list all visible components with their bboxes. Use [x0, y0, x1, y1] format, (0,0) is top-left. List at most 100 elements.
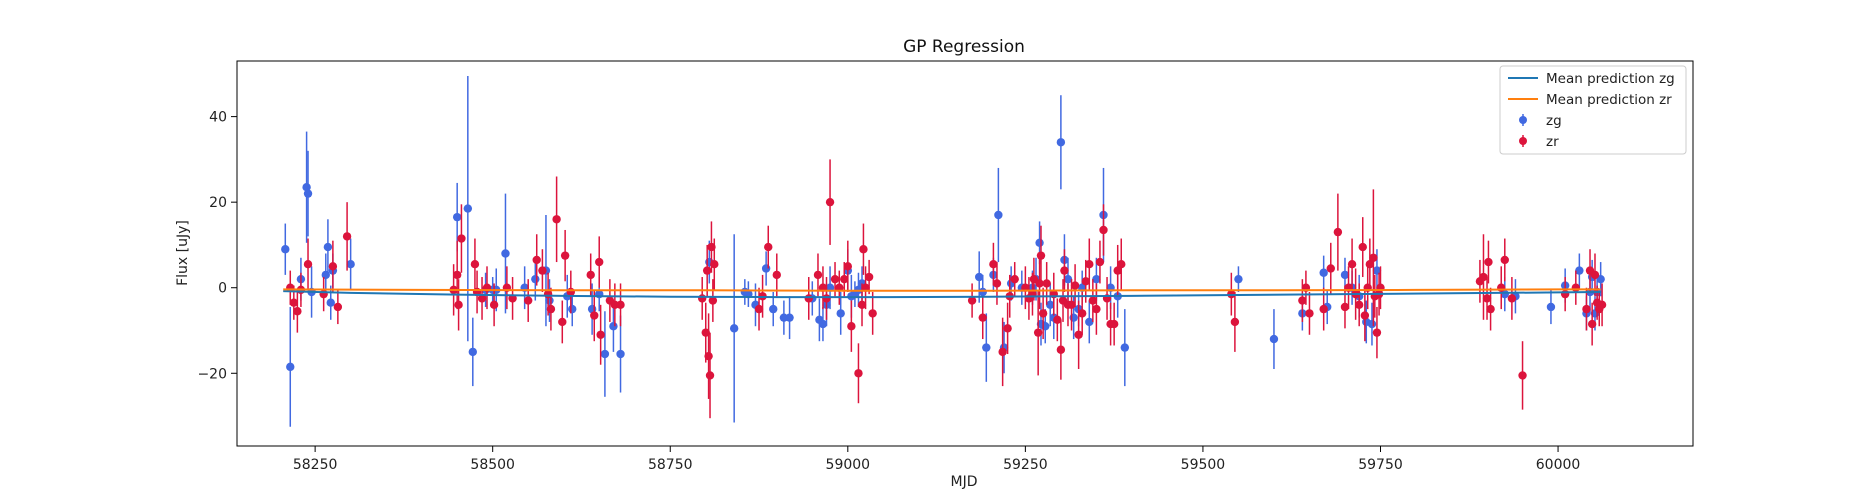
data-point-zr — [854, 369, 863, 378]
data-point-zr — [1036, 251, 1046, 260]
data-point-zr — [1497, 283, 1506, 292]
data-point-zg — [1367, 319, 1377, 329]
x-axis-label: MJD — [951, 474, 978, 490]
legend: Mean prediction zg Mean prediction zr zg… — [1499, 65, 1687, 155]
x-tick-label: 59000 — [826, 457, 871, 473]
data-point-zg — [281, 245, 290, 254]
data-point-zg — [836, 309, 845, 318]
data-point-zg — [501, 249, 510, 258]
data-point-zr — [342, 232, 352, 241]
data-point-zg — [321, 270, 330, 280]
data-point-zr — [702, 266, 712, 275]
data-point-zr — [1060, 266, 1069, 275]
data-point-zr — [1088, 296, 1098, 305]
data-point-zg — [1575, 266, 1584, 275]
data-point-zr — [1003, 324, 1012, 333]
data-point-zg — [975, 272, 984, 282]
data-point-zr — [705, 371, 715, 380]
data-point-zr — [1582, 304, 1591, 314]
data-point-zr — [857, 300, 867, 310]
data-point-zr — [989, 259, 998, 269]
data-point-zr — [998, 347, 1007, 357]
data-point-zr — [825, 197, 835, 207]
data-point-zg — [1056, 138, 1066, 147]
data-point-zg — [600, 349, 610, 359]
y-axis: −20 0 20 40 — [197, 110, 237, 382]
data-point-zr — [289, 298, 299, 307]
data-point-zr — [1053, 315, 1062, 325]
x-tick-label: 59750 — [1358, 457, 1403, 473]
data-point-zr — [1109, 319, 1119, 329]
data-point-zg — [1269, 334, 1279, 344]
data-point-zg — [1120, 343, 1130, 352]
x-tick-label: 59500 — [1181, 457, 1226, 473]
data-point-zr — [508, 294, 517, 303]
data-point-zr — [1095, 257, 1105, 267]
data-point-zr — [546, 304, 556, 314]
data-point-zr — [847, 322, 856, 331]
data-point-zr — [586, 270, 595, 280]
data-point-zr — [1372, 328, 1382, 337]
data-point-zr — [978, 313, 987, 322]
data-point-zr — [1340, 302, 1350, 312]
legend-label-mean-zg: Mean prediction zg — [1546, 71, 1675, 87]
data-point-zr — [1070, 281, 1080, 290]
y-tick-label: 0 — [218, 281, 227, 297]
data-point-zr — [967, 296, 977, 305]
data-point-zr — [864, 272, 874, 282]
data-point-zr — [457, 234, 466, 243]
data-point-zg — [1340, 270, 1350, 280]
mean-prediction-zg-line — [283, 290, 1601, 299]
data-point-zr — [328, 262, 338, 271]
data-point-zr — [454, 300, 463, 310]
data-point-zr — [532, 255, 541, 265]
data-point-zr — [1365, 259, 1375, 269]
data-point-zr — [704, 351, 713, 361]
data-point-zg — [303, 189, 313, 198]
chart-title: GP Regression — [903, 37, 1025, 57]
data-point-zg — [1041, 322, 1050, 331]
data-point-zr — [1518, 371, 1527, 380]
data-point-zg — [978, 287, 987, 297]
legend-label-zr: zr — [1546, 134, 1559, 150]
data-point-zr — [1081, 277, 1090, 286]
data-point-zr — [1484, 257, 1493, 267]
data-point-zr — [303, 259, 313, 269]
data-point-zg — [1069, 313, 1078, 322]
data-point-zr — [560, 251, 570, 260]
legend-marker-zg — [1519, 116, 1527, 124]
mean-prediction-zr-line — [283, 288, 1601, 292]
legend-label-mean-zr: Mean prediction zr — [1546, 92, 1672, 108]
data-point-zr — [1326, 264, 1335, 273]
data-point-zr — [1113, 266, 1122, 275]
data-point-zg — [1092, 274, 1101, 284]
data-point-zr — [1347, 259, 1357, 269]
y-tick-label: 20 — [209, 195, 227, 211]
data-point-zr — [840, 274, 849, 284]
data-point-zg — [1035, 238, 1044, 248]
data-point-zr — [1360, 311, 1370, 320]
data-point-zr — [1354, 300, 1364, 310]
data-point-zr — [590, 311, 599, 320]
data-point-zr — [710, 259, 719, 269]
data-point-zr — [1305, 309, 1314, 318]
data-point-zr — [859, 245, 868, 254]
data-point-zr — [1571, 283, 1581, 292]
x-tick-label: 58750 — [648, 457, 693, 473]
data-point-zr — [1117, 259, 1126, 269]
y-axis-label: Flux [uJy] — [175, 220, 191, 286]
data-point-zr — [1085, 259, 1094, 269]
data-point-zr — [754, 304, 764, 314]
data-point-zr — [1092, 304, 1101, 314]
data-point-zr — [992, 279, 1002, 288]
x-axis: 58250 58500 58750 59000 59250 59500 59750 60000 — [293, 446, 1580, 473]
data-point-zr — [843, 262, 853, 271]
legend-label-zg: zg — [1546, 113, 1562, 129]
data-point-zg — [323, 242, 333, 252]
data-point-zg — [286, 362, 295, 372]
data-point-zg — [346, 259, 355, 269]
data-point-zr — [1358, 242, 1367, 252]
data-point-zg — [463, 204, 473, 213]
data-point-zr — [1056, 345, 1066, 354]
